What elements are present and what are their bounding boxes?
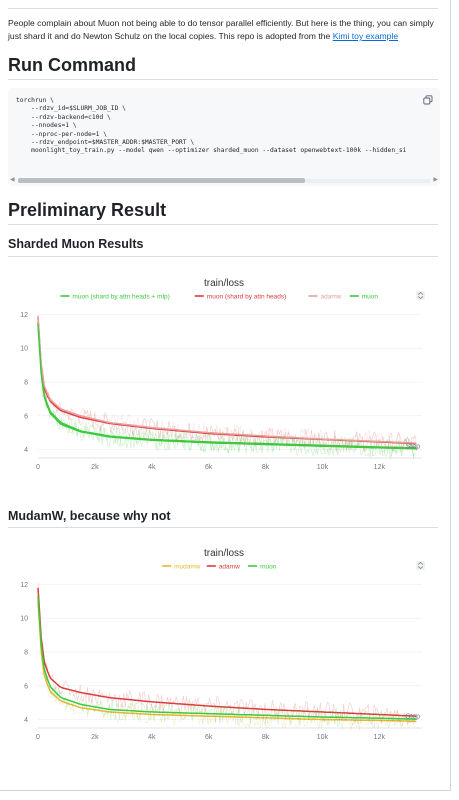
kimi-toy-example-link[interactable]: Kimi toy example xyxy=(332,31,399,41)
series-line xyxy=(37,596,417,720)
series-line xyxy=(37,317,417,445)
divider xyxy=(8,79,438,80)
y-tick-label: 10 xyxy=(20,346,28,353)
series-line xyxy=(37,601,417,722)
run-command-code[interactable]: torchrun \ --rdzv_id=$SLURM_JOB_ID \ --r… xyxy=(16,97,407,155)
preliminary-result-heading: Preliminary Result xyxy=(8,200,167,220)
x-tick-label: 6k xyxy=(205,464,213,471)
series-raw-trace xyxy=(37,315,417,453)
y-tick-label: 4 xyxy=(24,717,28,724)
legend-entry: muon xyxy=(362,293,379,300)
series-raw-trace xyxy=(37,322,417,458)
sharded-muon-heading: Sharded Muon Results xyxy=(8,237,144,251)
y-tick-label: 6 xyxy=(24,413,28,420)
series-raw-trace xyxy=(37,607,417,731)
series-line xyxy=(37,322,417,449)
x-tick-label: 4k xyxy=(148,734,156,741)
series-raw-trace xyxy=(37,592,417,729)
legend-entry: muon xyxy=(260,563,277,570)
legend-entry: adamw xyxy=(321,293,342,300)
scroll-left-icon[interactable]: ◀ xyxy=(10,177,15,183)
code-horizontal-scrollbar[interactable]: ◀ ▶ xyxy=(8,176,440,185)
chart-title: train/loss xyxy=(204,278,244,289)
x-tick-label: 8k xyxy=(262,734,270,741)
run-command-heading: Run Command xyxy=(8,55,136,75)
sharded-muon-loss-chart: train/loss muon (shard by attn heads + ml… xyxy=(8,274,440,474)
cut-off-heading xyxy=(8,0,14,12)
series-raw-trace xyxy=(37,582,417,725)
x-tick-label: 0 xyxy=(36,464,40,471)
x-tick-label: 10k xyxy=(317,734,329,741)
intro-paragraph: People complain about Muon not being abl… xyxy=(8,17,444,43)
legend-entry: mudamw xyxy=(174,563,201,570)
y-tick-label: 6 xyxy=(24,683,28,690)
x-axis-label: Step xyxy=(406,444,421,451)
divider xyxy=(8,224,438,225)
x-tick-label: 2k xyxy=(91,734,99,741)
series-line xyxy=(37,587,417,717)
x-tick-label: 12k xyxy=(374,734,386,741)
loss-chart-svg: train/loss muon (shard by attn heads + ml… xyxy=(20,278,425,471)
chart-menu-icon[interactable] xyxy=(416,561,425,570)
legend-entry: muon (shard by attn heads) xyxy=(207,293,287,300)
x-tick-label: 4k xyxy=(148,464,156,471)
x-tick-label: 6k xyxy=(205,734,213,741)
y-tick-label: 12 xyxy=(20,312,28,319)
code-block: torchrun \ --rdzv_id=$SLURM_JOB_ID \ --r… xyxy=(8,88,440,186)
mudamw-loss-chart: train/loss mudamw adamw muon 4 6 8 10 12 0 2k 4k 6k 8… xyxy=(8,544,440,744)
chart-menu-icon[interactable] xyxy=(416,291,425,300)
legend-entry: muon (shard by attn heads + mlp) xyxy=(72,293,169,300)
series-line xyxy=(37,316,417,444)
y-tick-label: 8 xyxy=(24,650,28,657)
y-tick-label: 4 xyxy=(24,447,28,454)
y-tick-label: 8 xyxy=(24,380,28,387)
copy-icon[interactable] xyxy=(423,95,433,105)
x-tick-label: 0 xyxy=(36,734,40,741)
divider xyxy=(8,8,438,9)
mudamw-heading: MudamW, because why not xyxy=(8,509,171,523)
scroll-right-icon[interactable]: ▶ xyxy=(433,177,438,183)
legend-entry: adamw xyxy=(219,563,240,570)
y-tick-label: 10 xyxy=(20,616,28,623)
series-raw-trace xyxy=(37,313,417,453)
readme-frame: People complain about Muon not being abl… xyxy=(0,0,451,791)
intro-text: People complain about Muon not being abl… xyxy=(8,18,434,41)
y-tick-label: 12 xyxy=(20,582,28,589)
x-axis-label: Step xyxy=(406,714,421,721)
series-line xyxy=(37,324,417,450)
x-tick-label: 10k xyxy=(317,464,329,471)
x-tick-label: 8k xyxy=(262,464,270,471)
divider xyxy=(8,527,438,528)
divider xyxy=(8,256,438,257)
x-tick-label: 2k xyxy=(91,464,99,471)
series-raw-trace xyxy=(37,323,417,459)
scrollbar-thumb[interactable] xyxy=(18,178,305,183)
chart-title: train/loss xyxy=(204,548,244,559)
x-tick-label: 12k xyxy=(374,464,386,471)
